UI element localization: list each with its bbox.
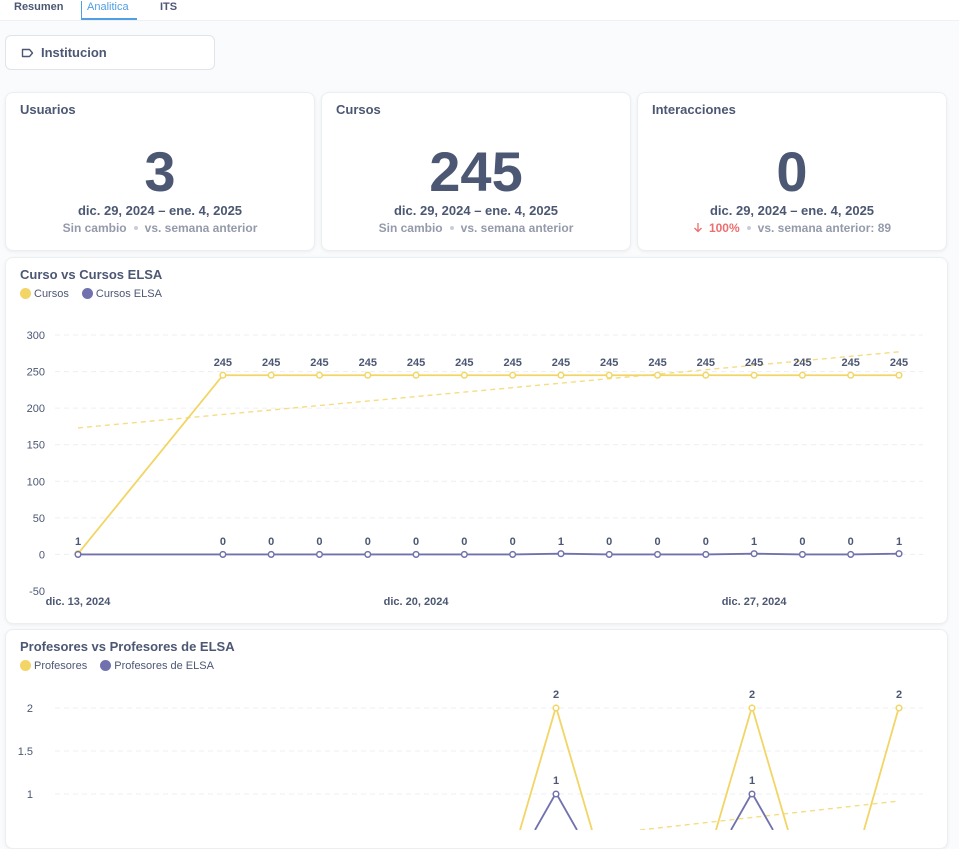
scalar-compare: Sin cambio vs. semana anterior <box>6 221 314 235</box>
card-title[interactable]: Usuarios <box>20 102 76 117</box>
profesores-vs-profesores-elsa-card: Profesores vs Profesores de ELSA Profeso… <box>5 629 948 849</box>
legend-item[interactable]: Cursos <box>20 288 69 300</box>
legend-swatch <box>81 288 93 299</box>
scalar-compare: 100% vs. semana anterior: 89 <box>638 221 946 235</box>
legend-item[interactable]: Profesores de ELSA <box>100 660 214 672</box>
institucion-filter[interactable]: Institucion <box>5 35 215 70</box>
separator-dot <box>133 225 138 230</box>
separator-dot <box>449 225 454 230</box>
legend-swatch <box>20 660 31 671</box>
arrow-down-icon <box>693 223 702 233</box>
tab-analitica[interactable]: Analitica <box>81 1 137 20</box>
chart-title[interactable]: Profesores vs Profesores de ELSA <box>20 639 235 654</box>
scalar-compare: Sin cambio vs. semana anterior <box>322 221 630 235</box>
legend-label: Cursos ELSA <box>95 288 162 300</box>
chart-legend: Profesores Profesores de ELSA <box>20 660 224 672</box>
legend-label: Profesores <box>34 660 88 672</box>
scalar-period: dic. 29, 2024 – ene. 4, 2025 <box>709 203 875 218</box>
legend-label: Profesores de ELSA <box>114 660 214 672</box>
curso-vs-cursos-elsa-card: Curso vs Cursos ELSA Cursos Cursos ELSA <box>5 257 948 624</box>
compare-text: vs. semana anterior <box>460 221 574 235</box>
usuarios-card: Usuarios 3 dic. 29, 2024 – ene. 4, 2025 … <box>5 92 315 251</box>
scalar-value: 0 <box>776 140 808 203</box>
legend-item[interactable]: Cursos ELSA <box>81 288 162 300</box>
legend-label: Cursos <box>34 288 69 300</box>
cursos-card: Cursos 245 dic. 29, 2024 – ene. 4, 2025 … <box>321 92 631 251</box>
change-text: 100% <box>708 221 740 235</box>
compare-text: vs. semana anterior: 89 <box>757 221 892 235</box>
tag-icon <box>21 48 34 58</box>
legend-swatch <box>20 288 31 299</box>
tab-bar: Resumen Analitica ITS <box>0 0 959 21</box>
card-title[interactable]: Interacciones <box>652 102 736 117</box>
tab-resumen[interactable]: Resumen <box>14 1 64 13</box>
compare-text: vs. semana anterior <box>144 221 258 235</box>
legend-item[interactable]: Profesores <box>20 660 87 672</box>
interacciones-card: Interacciones 0 dic. 29, 2024 – ene. 4, … <box>637 92 947 251</box>
change-text: Sin cambio <box>62 221 127 235</box>
card-title[interactable]: Cursos <box>336 102 381 117</box>
scalar-period: dic. 29, 2024 – ene. 4, 2025 <box>393 203 559 218</box>
change-text: Sin cambio <box>378 221 443 235</box>
separator-dot <box>746 225 751 230</box>
legend-swatch <box>100 660 112 671</box>
scalar-value: 3 <box>144 140 176 203</box>
chart-title[interactable]: Curso vs Cursos ELSA <box>20 267 163 282</box>
chart-legend: Cursos Cursos ELSA <box>20 288 172 300</box>
scalar-value: 245 <box>429 140 523 203</box>
tab-its[interactable]: ITS <box>160 1 178 13</box>
filter-label: Institucion <box>41 45 107 60</box>
scalar-period: dic. 29, 2024 – ene. 4, 2025 <box>77 203 243 218</box>
